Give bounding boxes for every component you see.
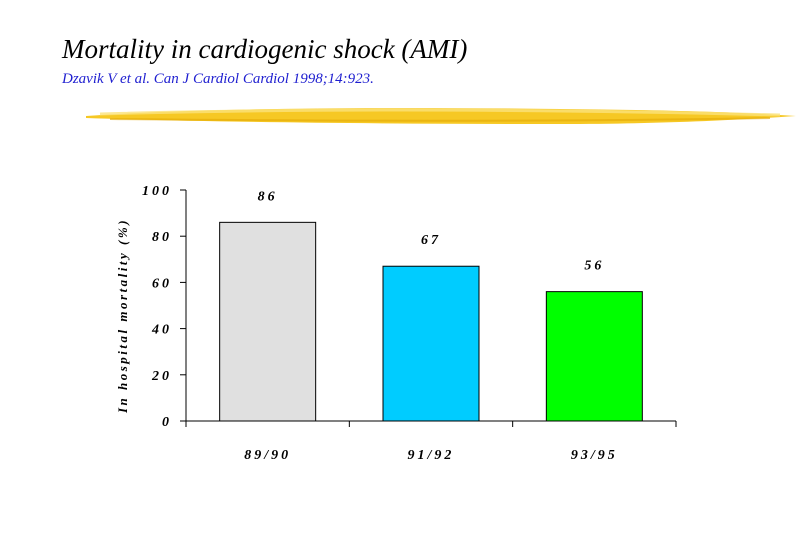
y-tick-label: 100 (142, 184, 172, 199)
slide-citation: Dzavik V et al. Can J Cardiol Cardiol 19… (62, 71, 374, 87)
highlighter-stroke (86, 108, 796, 124)
x-tick-label: 91/92 (408, 448, 455, 463)
data-label: 86 (258, 189, 278, 204)
x-tick-label: 93/95 (571, 448, 618, 463)
y-tick-label: 60 (152, 276, 172, 291)
y-tick-label: 0 (162, 415, 172, 430)
y-tick-label: 40 (151, 323, 172, 338)
y-tick-label: 20 (151, 369, 172, 384)
y-axis-label: In hospital mortality (%) (115, 218, 130, 414)
slide-title: Mortality in cardiogenic shock (AMI) (62, 34, 468, 64)
data-label: 67 (421, 233, 441, 248)
bar-91-92 (382, 265, 480, 422)
bar-89-90 (219, 221, 317, 422)
data-label: 56 (584, 259, 604, 274)
x-tick-label: 89/90 (244, 448, 291, 463)
y-tick-label: 80 (152, 230, 172, 245)
bar-93-95 (545, 291, 643, 422)
